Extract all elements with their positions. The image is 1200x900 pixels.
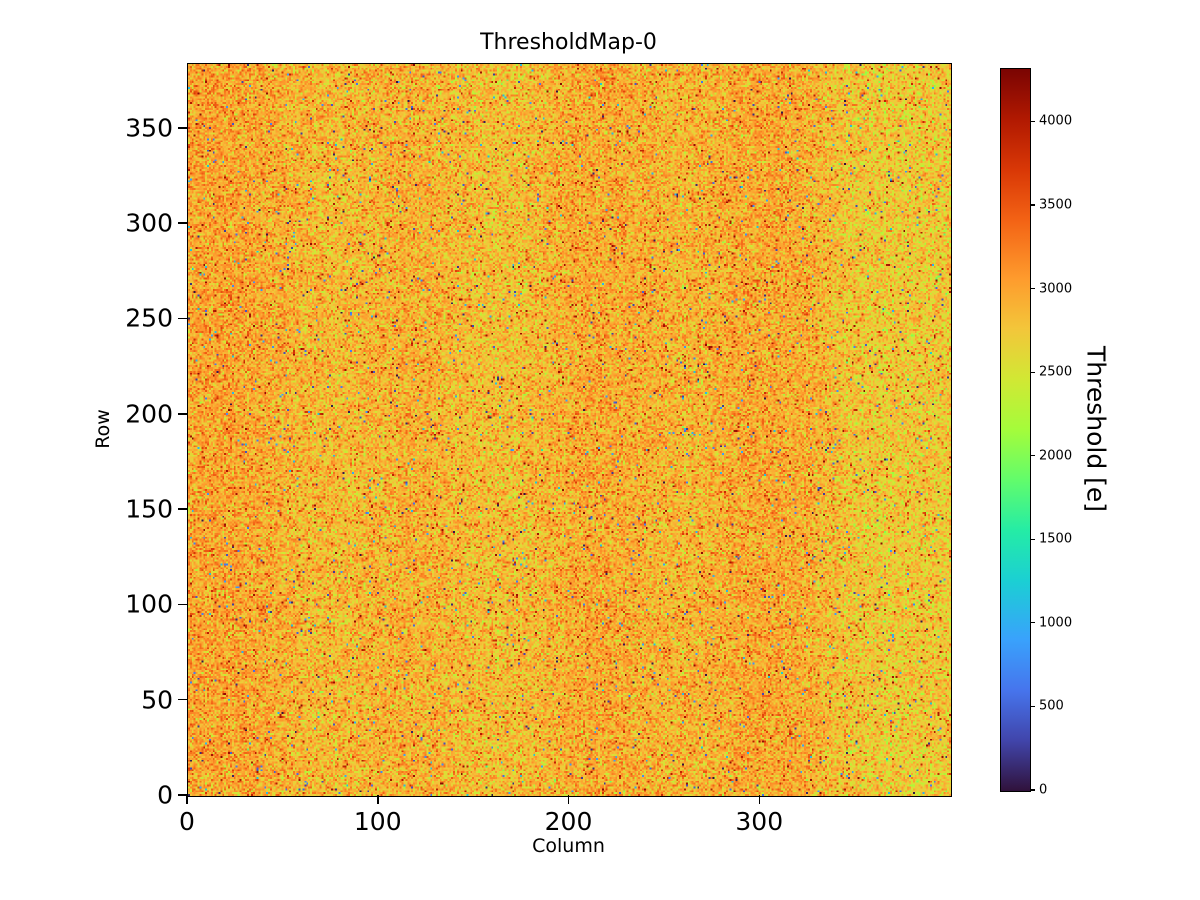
plot-title: ThresholdMap-0 (480, 30, 657, 55)
colorbar-tick-mark (1030, 789, 1035, 791)
y-tick-mark (178, 222, 187, 224)
colorbar-tick-label: 500 (1039, 698, 1064, 714)
colorbar (1000, 68, 1031, 792)
y-tick-mark (178, 508, 187, 510)
x-tick-label: 200 (544, 807, 593, 836)
y-tick-label: 200 (125, 399, 173, 429)
colorbar-tick-mark (1030, 204, 1035, 206)
x-tick-label: 100 (353, 807, 402, 836)
y-tick-label: 150 (125, 494, 173, 524)
heatmap-plot-area (187, 63, 952, 797)
y-tick-mark (178, 127, 187, 129)
colorbar-tick-mark (1030, 455, 1035, 457)
colorbar-tick-mark (1030, 538, 1035, 540)
heatmap-canvas (188, 64, 951, 796)
y-tick-mark (178, 413, 187, 415)
x-axis-label: Column (532, 835, 605, 857)
x-tick-mark (186, 795, 188, 804)
y-tick-label: 50 (141, 685, 173, 715)
x-tick-mark (377, 795, 379, 804)
colorbar-tick-label: 4000 (1039, 113, 1073, 129)
y-tick-mark (178, 794, 187, 796)
colorbar-tick-label: 3500 (1039, 197, 1073, 213)
y-tick-label: 250 (125, 303, 173, 333)
colorbar-tick-mark (1030, 705, 1035, 708)
colorbar-tick-label: 1000 (1039, 615, 1073, 631)
y-tick-mark (178, 317, 187, 320)
colorbar-tick-label: 3000 (1039, 281, 1073, 297)
colorbar-tick-mark (1030, 371, 1035, 373)
y-tick-label: 100 (125, 589, 173, 619)
x-tick-label: 0 (179, 807, 195, 836)
x-tick-mark (758, 795, 760, 804)
y-tick-mark (178, 603, 187, 606)
colorbar-tick-label: 2000 (1039, 448, 1073, 464)
x-tick-mark (567, 795, 570, 804)
colorbar-label: Threshold [e] (1081, 345, 1111, 513)
colorbar-tick-label: 2500 (1039, 364, 1073, 380)
colorbar-tick-label: 1500 (1039, 531, 1073, 547)
y-tick-label: 300 (125, 208, 173, 238)
colorbar-tick-mark (1030, 120, 1035, 123)
colorbar-tick-label: 0 (1039, 782, 1048, 798)
x-tick-label: 300 (735, 807, 784, 836)
colorbar-tick-mark (1030, 622, 1035, 624)
y-tick-label: 350 (125, 113, 173, 143)
y-tick-label: 0 (157, 780, 173, 810)
y-tick-mark (178, 698, 187, 701)
colorbar-tick-mark (1030, 288, 1035, 290)
